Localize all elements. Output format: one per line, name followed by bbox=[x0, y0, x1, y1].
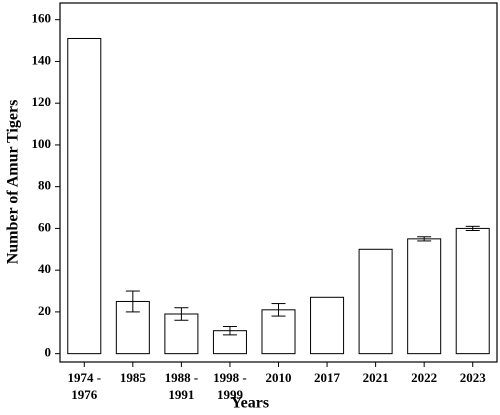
y-tick-label: 140 bbox=[32, 52, 52, 67]
bar bbox=[261, 309, 296, 355]
bar bbox=[358, 248, 393, 355]
bar bbox=[67, 37, 102, 355]
y-axis-title: Number of Amur Tigers bbox=[5, 100, 22, 265]
y-tick-label: 40 bbox=[38, 261, 51, 276]
x-tick-label: 2022 bbox=[411, 370, 437, 385]
bar bbox=[115, 300, 150, 355]
x-tick-label: 2017 bbox=[314, 370, 341, 385]
y-tick-label: 100 bbox=[32, 136, 52, 151]
y-tick-label: 60 bbox=[38, 219, 51, 234]
bar bbox=[310, 296, 345, 355]
y-tick-label: 160 bbox=[32, 11, 52, 26]
y-tick-label: 0 bbox=[45, 345, 52, 360]
bar bbox=[455, 227, 490, 355]
x-tick-label: 2021 bbox=[363, 370, 389, 385]
x-tick-label: 2010 bbox=[266, 370, 292, 385]
y-tick-label: 20 bbox=[38, 303, 51, 318]
bar bbox=[407, 238, 442, 355]
x-tick-label: 1974 -1976 bbox=[67, 370, 101, 402]
x-axis-title: Years bbox=[231, 395, 269, 412]
y-tick-label: 120 bbox=[32, 94, 52, 109]
x-tick-label: 1985 bbox=[120, 370, 147, 385]
x-tick-label: 1998 -1999 bbox=[213, 370, 247, 402]
x-tick-label: 1988 -1991 bbox=[165, 370, 199, 402]
x-tick-label: 2023 bbox=[460, 370, 487, 385]
y-tick-label: 80 bbox=[38, 178, 51, 193]
